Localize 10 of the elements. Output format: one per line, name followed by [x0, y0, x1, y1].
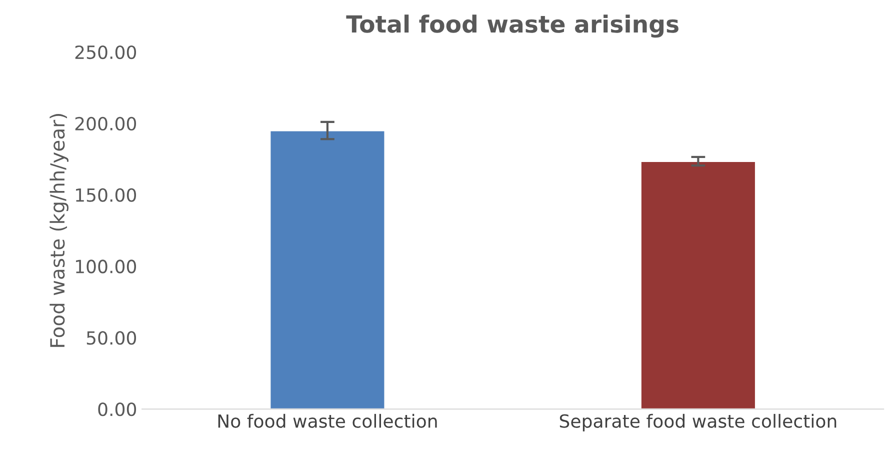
y-tick-label: 150.00: [76, 188, 136, 202]
y-axis-title: Food waste (kg/hh/year): [50, 114, 68, 347]
y-tick-label: 50.00: [86, 331, 136, 345]
x-tick-label: No food waste collection: [218, 414, 437, 428]
chart-title: Total food waste arisings: [346, 14, 678, 38]
x-tick-label: Separate food waste collection: [560, 414, 836, 432]
y-tick-label: 100.00: [76, 260, 136, 274]
y-tick-label: 250.00: [75, 45, 136, 60]
y-tick-label: 0.00: [98, 402, 136, 416]
y-tick-label: 200.00: [75, 116, 136, 131]
